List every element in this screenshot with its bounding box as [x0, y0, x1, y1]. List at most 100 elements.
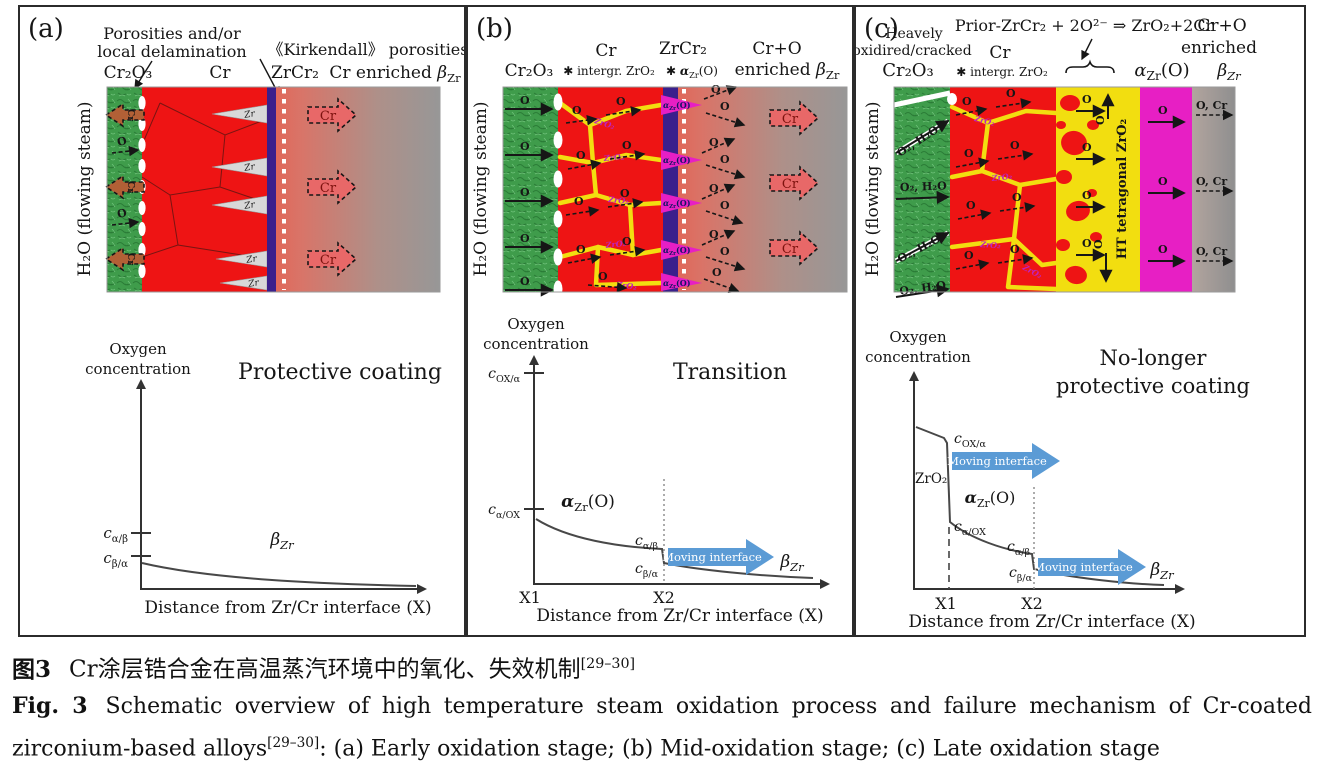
cr-o-enriched-beta-zr-layer [678, 87, 847, 292]
cracked-annotation-line2: oxidired/cracked [856, 43, 972, 59]
o-label: O [709, 228, 719, 241]
alpha-zr-wedge-label: αZr(O) [663, 155, 691, 167]
zro2-label: ZrO₂ [979, 239, 1002, 251]
tick-label-c-alpha-beta: cα/β [103, 524, 128, 545]
panel-tag: (a) [28, 14, 64, 44]
alpha-zr-wedge-label: αZr(O) [663, 100, 691, 112]
zro2-label: ZrO₂ [602, 152, 625, 164]
zrcr2-layer [267, 87, 276, 292]
o-label: O [966, 199, 976, 212]
o-label: O [520, 94, 530, 107]
zro2-label: ZrO₂ [990, 171, 1013, 183]
moving-interface-label: Moving interface [662, 550, 762, 564]
o-arrows-alpha-layer: O O O [1148, 104, 1186, 268]
panel-late-oxidation: (c) Heavely oxidired/cracked Cr₂O₃ Cr ✱ … [852, 5, 1306, 637]
reaction-zone-brace [1065, 59, 1115, 74]
cr-arrow-label: Cr [782, 112, 799, 127]
caption-zh-fig-label: 图3 [12, 655, 52, 683]
o-label: O [1092, 239, 1105, 249]
layer-label-cr-plus-o: Cr+O [752, 39, 801, 59]
layer-label-cr2o3: Cr₂O₃ [104, 63, 153, 83]
cr-diffusion-arrows: Cr Cr Cr [307, 97, 358, 277]
reaction-pointer-arrow [1081, 38, 1093, 61]
zr-wedge-label: Zr [243, 200, 257, 212]
ylabel-line1: Oxygen [109, 340, 167, 358]
graph-title-line2: protective coating [1056, 374, 1250, 398]
zro2-network-labels: ZrO₂ ZrO₂ ZrO₂ ZrO₂ [973, 113, 1045, 281]
graph-title-line1: No-longer [1100, 346, 1208, 370]
panel-b-svg: (b) Cr₂O₃ Cr ✱ intergr. ZrO₂ ZrCr₂ ✱ αZr… [471, 14, 848, 626]
layer-diagram: ZrO₂ ZrO₂ ZrO₂ ZrO₂ ZrO₂ αZr(O) αZr(O) α… [471, 83, 848, 298]
cracked-annotation-line1: Heavely [885, 26, 943, 42]
zr-wedge-label: Zr [245, 254, 259, 266]
layer-label-cr: Cr [989, 43, 1011, 63]
cr-grain-boundaries [141, 102, 268, 260]
ht-tetragonal-zro2-label: HT tetragonal ZrO₂ [1115, 119, 1130, 260]
layer-note-intergranular-zro2: ✱ intergr. ZrO₂ [563, 64, 655, 78]
layer-label-beta-zr: βZr [1216, 61, 1242, 83]
label-c-beta-alpha: cβ/α [635, 561, 659, 580]
graph-title: Protective coating [238, 360, 442, 385]
o-label: O [1158, 243, 1168, 256]
layer-diagram: Zr Zr Zr Zr Zr Cr Cr Cr O O Cr Cr Cr [75, 86, 441, 293]
oxygen-profile-graph: Oxygen concentration Protective coating … [85, 340, 442, 618]
steam-label: H₂O (flowing steam) [75, 102, 95, 277]
zro2-label: ZrO₂ [607, 194, 630, 206]
zr-wedge-label: Zr [243, 109, 257, 121]
caption-zh-text: Cr涂层锆合金在高温蒸汽环境中的氧化、失效机制 [69, 656, 581, 683]
xlabel: Distance from Zr/Cr interface (X) [144, 598, 431, 618]
o-label: O [964, 249, 974, 262]
layer-label-enriched-beta: enriched βZr [735, 60, 840, 82]
panel-a-svg: (a) Porosities and/or local delamination… [28, 14, 469, 618]
layer-label-alpha-zr-o: αZr(O) [1134, 60, 1189, 83]
x-axis-arrowhead [1175, 584, 1185, 594]
alpha-zr-wedge-label: αZr(O) [663, 245, 691, 257]
panel-tag: (c) [864, 14, 899, 44]
steam-o-arrows: O O O O O [505, 94, 554, 297]
xlabel: Distance from Zr/Cr interface (X) [908, 612, 1195, 632]
o-diffusion-arrows-cr-layer: O O O O O O O O [955, 87, 1036, 270]
o-label: O [1082, 189, 1092, 202]
o-label: O [1082, 141, 1092, 154]
label-c-alpha-beta: cα/β [635, 533, 658, 552]
porosities-annotation-line2: local delamination [97, 42, 246, 61]
moving-interface-arrow: Moving interface [662, 539, 774, 575]
o-fan-arrows-beta-layer: O O O O O O O O O [701, 83, 746, 293]
o-inward-arrows: O O [111, 134, 140, 229]
panel-early-oxidation: (a) Porosities and/or local delamination… [18, 5, 469, 637]
o-label: O [520, 140, 530, 153]
tick-label-c-beta-alpha: cβ/α [103, 549, 128, 570]
o-label: O [709, 136, 719, 149]
o-label: O [116, 206, 128, 221]
o-diffusion-arrows-cr-layer: O O O O O O O O O [565, 95, 646, 293]
region-label-alpha-zr-o: αZr(O) [561, 492, 615, 514]
o-label: O [520, 232, 530, 245]
caption-en-stages: : (a) Early oxidation stage; (b) Mid-oxi… [319, 735, 1160, 761]
o-label: O [1158, 104, 1168, 117]
layer-label-cr2o3: Cr₂O₃ [882, 60, 934, 81]
o-label: O [962, 95, 972, 108]
caption-en-text: Schematic overview of high temperature s… [12, 693, 1312, 761]
o-label: O [1158, 175, 1168, 188]
cr-arrow-label: Cr [125, 109, 135, 121]
o-label: O [720, 153, 730, 166]
o-label: O [1082, 237, 1092, 250]
region-label-beta-zr: βZr [1149, 560, 1175, 582]
cr-arrow-label: Cr [320, 181, 337, 196]
panel-mid-oxidation: (b) Cr₂O₃ Cr ✱ intergr. ZrO₂ ZrCr₂ ✱ αZr… [466, 5, 854, 637]
y-axis-arrowhead [136, 379, 146, 389]
o-label: O [576, 149, 586, 162]
porosities-annotation-line1: Porosities and/or [103, 24, 241, 43]
o-label: O [576, 243, 586, 256]
o-label: O [622, 139, 632, 152]
region-label-beta-zr: βZr [269, 530, 295, 552]
cr-arrow-label: Cr [782, 242, 799, 257]
layer-label-cr: Cr [595, 41, 617, 61]
oxygen-curve [535, 518, 814, 579]
y-axis-arrowhead [909, 371, 919, 381]
o-cr-label: O, Cr [1196, 245, 1227, 258]
region-label-alpha-zr-o: αZr(O) [965, 488, 1016, 510]
o-cr-label: O, Cr [1196, 175, 1227, 188]
o-label: O [1012, 191, 1022, 204]
